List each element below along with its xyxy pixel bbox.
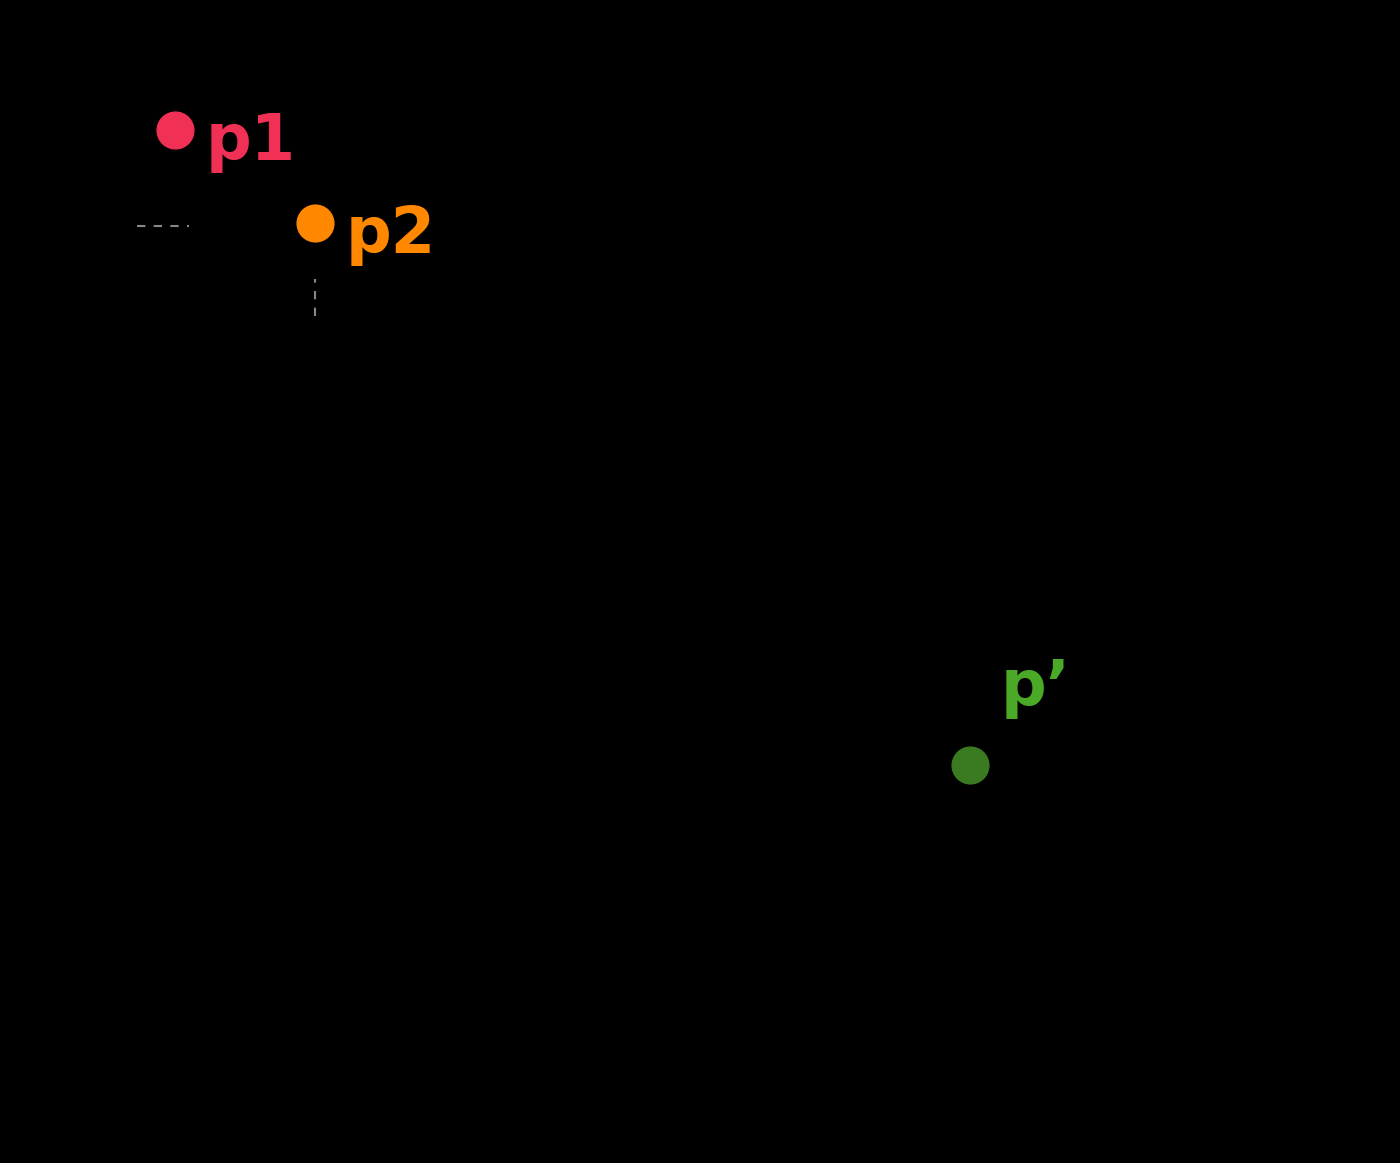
Point — [304, 214, 326, 233]
Point — [959, 756, 981, 775]
Text: p1: p1 — [206, 110, 295, 173]
Text: p2: p2 — [346, 204, 435, 266]
Text: p’: p’ — [1001, 657, 1071, 719]
Point — [164, 121, 186, 140]
